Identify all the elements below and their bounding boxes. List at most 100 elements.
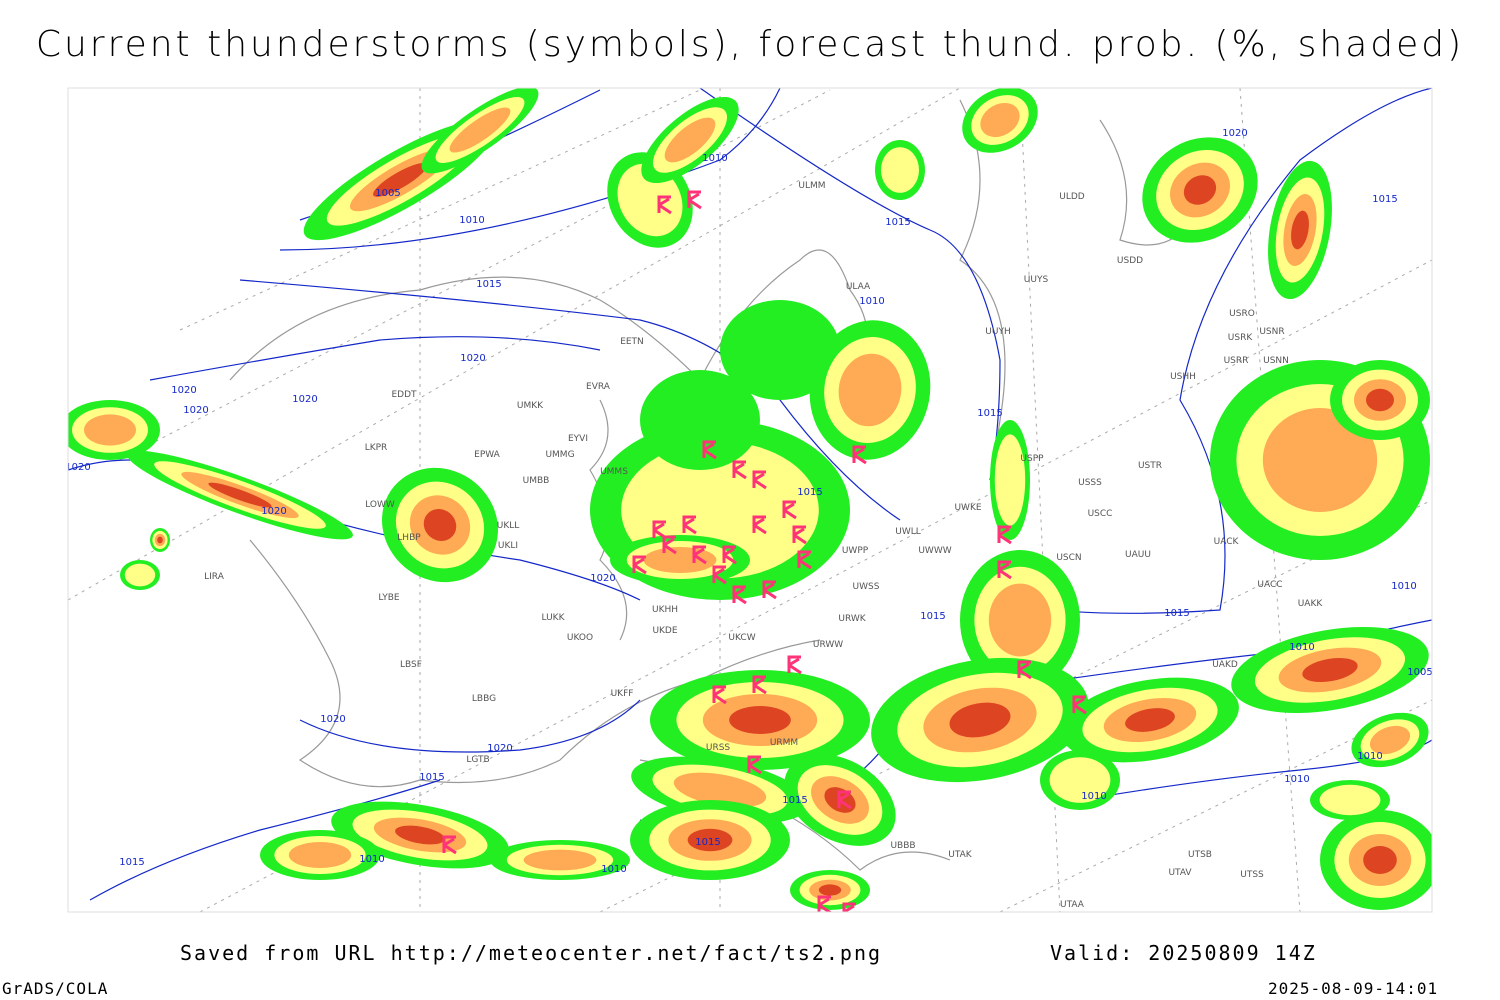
storm-symbol xyxy=(442,835,457,855)
shade xyxy=(1369,725,1411,755)
station-label: USPP xyxy=(1020,454,1044,464)
storm-symbol xyxy=(837,790,852,810)
shade xyxy=(84,414,136,446)
station-label: EDDT xyxy=(391,390,417,400)
shade xyxy=(640,370,760,470)
station-label: UKFF xyxy=(611,689,634,699)
storm-symbol xyxy=(657,195,672,215)
station-label: USSS xyxy=(1078,478,1102,488)
shade xyxy=(687,828,733,852)
isobar-label: 1015 xyxy=(885,217,910,228)
storm-symbol xyxy=(687,190,702,210)
storm-symbol xyxy=(1072,695,1087,715)
station-label: UKCW xyxy=(728,633,755,643)
isobar-label: 1010 xyxy=(1289,642,1314,653)
station-label: UAKD xyxy=(1212,660,1238,670)
map-labels: 1005 1010 1010 1015 1015 1010 1020 1020 1020 1020… xyxy=(65,128,1432,910)
storm-symbol xyxy=(782,500,797,520)
station-label: ULMM xyxy=(798,181,825,191)
station-label: LBBG xyxy=(472,694,496,704)
station-label: UMBB xyxy=(523,476,550,486)
station-label: UMMS xyxy=(600,467,628,477)
source-url: Saved from URL http://meteocenter.net/fa… xyxy=(180,941,882,965)
station-label: UWWW xyxy=(918,546,951,556)
isobar-label: 1010 xyxy=(859,296,884,307)
station-label: USNN xyxy=(1263,356,1289,366)
storm-symbol xyxy=(692,545,707,565)
isobar-label: 1015 xyxy=(977,408,1002,419)
station-label: EPWA xyxy=(474,450,501,460)
isobar-label: 1020 xyxy=(65,462,90,473)
isobar-label: 1015 xyxy=(797,487,822,498)
isobar-label: 1020 xyxy=(183,405,208,416)
shade xyxy=(673,772,767,808)
isobar-label: 1020 xyxy=(320,714,345,725)
isobar-label: 1015 xyxy=(782,795,807,806)
storm-symbol xyxy=(702,440,717,460)
isobar-label: 1015 xyxy=(1164,608,1189,619)
isobar-label: 1010 xyxy=(702,153,727,164)
isobar-label: 1015 xyxy=(1372,194,1397,205)
timestamp: 2025-08-09-14:01 xyxy=(1268,979,1438,998)
station-label: ULDD xyxy=(1059,192,1085,202)
station-label: UTSB xyxy=(1188,850,1212,860)
station-label: UKDE xyxy=(652,626,677,636)
station-label: LUKK xyxy=(542,613,566,623)
shade xyxy=(1366,388,1394,412)
station-label: UWSS xyxy=(853,582,880,592)
isobar-label: 1010 xyxy=(601,864,626,875)
shade xyxy=(720,300,840,400)
isobar-label: 1015 xyxy=(476,279,501,290)
isobar-label: 1020 xyxy=(1222,128,1247,139)
station-label: UTAV xyxy=(1168,868,1192,878)
station-label: UWKE xyxy=(954,503,981,513)
station-label: UMMG xyxy=(545,450,574,460)
station-label: UWPP xyxy=(842,546,869,556)
station-label: UKLL xyxy=(497,521,520,531)
station-label: EYVI xyxy=(568,434,588,444)
graticule xyxy=(68,88,1432,912)
station-label: UBBB xyxy=(890,841,915,851)
station-label: USTR xyxy=(1138,461,1162,471)
shade xyxy=(449,107,511,153)
storm-symbol xyxy=(797,550,812,570)
station-label: UTAK xyxy=(948,850,973,860)
shade xyxy=(1363,846,1397,874)
station-label: UWLL xyxy=(895,527,921,537)
shade xyxy=(1125,708,1175,732)
shade xyxy=(157,536,163,544)
station-label: USDD xyxy=(1117,256,1143,266)
shade xyxy=(664,117,716,163)
shade xyxy=(994,434,1026,526)
software: GrADS/COLA xyxy=(2,979,108,998)
title: Current thunderstorms (symbols), forecas… xyxy=(36,24,1464,65)
station-label: UAUU xyxy=(1125,550,1151,560)
shade xyxy=(373,163,427,197)
isobar-label: 1010 xyxy=(1357,751,1382,762)
station-label: URWK xyxy=(838,614,866,624)
isobar-label: 1020 xyxy=(487,743,512,754)
storm-symbol xyxy=(682,515,697,535)
station-label: USNR xyxy=(1259,327,1284,337)
shade xyxy=(1262,408,1378,512)
station-label: LKPR xyxy=(365,443,388,453)
isobar-label: 1010 xyxy=(1284,774,1309,785)
isobar-label: 1010 xyxy=(359,854,384,865)
storm-symbol xyxy=(1017,660,1032,680)
station-label: USRR xyxy=(1224,356,1249,366)
station-label: LOWW xyxy=(365,500,395,510)
storm-symbol xyxy=(752,470,767,490)
storm-symbol xyxy=(997,560,1012,580)
station-label: URWW xyxy=(813,640,843,650)
station-label: URSS xyxy=(706,743,731,753)
storm-symbol xyxy=(787,655,802,675)
storm-symbol xyxy=(722,545,737,565)
shade xyxy=(980,102,1020,138)
isobar-label: 1005 xyxy=(375,188,400,199)
storm-symbol xyxy=(712,565,727,585)
station-label: UKOO xyxy=(567,633,593,643)
station-label: UUYS xyxy=(1024,275,1049,285)
isobar-label: 1020 xyxy=(292,394,317,405)
station-label: LHBP xyxy=(397,533,421,543)
